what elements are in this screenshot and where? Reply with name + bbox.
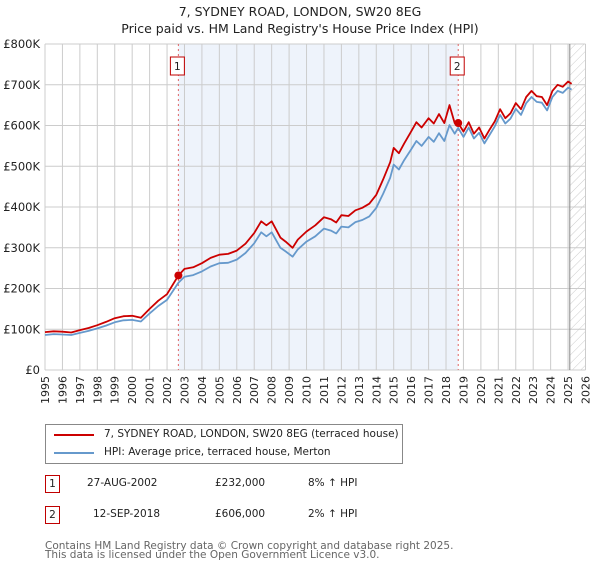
x-tick-label: 2010	[301, 376, 314, 404]
sale-marker-label: 1	[174, 61, 181, 73]
sale-number-badge: 1	[45, 475, 60, 493]
sale-date: 27-AUG-2002	[87, 477, 158, 489]
y-tick-label: £500K	[3, 159, 40, 173]
x-tick-label: 2012	[335, 376, 348, 404]
legend-swatch-hpi	[54, 452, 94, 454]
sale-marker-label: 2	[454, 61, 461, 73]
x-tick-label: 2022	[510, 376, 523, 404]
legend-item-hpi: HPI: Average price, terraced house, Mert…	[46, 444, 402, 462]
chart-subtitle: Price paid vs. HM Land Registry's House …	[121, 21, 479, 36]
x-tick-label: 2000	[126, 376, 139, 404]
x-tick-label: 2006	[231, 376, 244, 404]
sale-row: 1 27-AUG-2002 £232,000 8% ↑ HPI	[45, 475, 365, 495]
x-tick-label: 2021	[492, 376, 505, 404]
y-tick-label: £700K	[3, 78, 40, 92]
x-tick-label: 2013	[353, 376, 366, 404]
legend: 7, SYDNEY ROAD, LONDON, SW20 8EG (terrac…	[45, 424, 403, 464]
x-tick-label: 2018	[440, 376, 453, 404]
x-tick-label: 1995	[39, 376, 52, 404]
sale-row: 2 12-SEP-2018 £606,000 2% ↑ HPI	[45, 506, 365, 526]
x-tick-label: 2020	[475, 376, 488, 404]
y-tick-label: £400K	[3, 200, 40, 214]
sale-marker-badge	[449, 56, 465, 76]
y-tick-label: £600K	[3, 119, 40, 133]
x-tick-label: 1998	[91, 376, 104, 404]
sale-hpi-diff: 2% ↑ HPI	[308, 508, 358, 520]
legend-item-property: 7, SYDNEY ROAD, LONDON, SW20 8EG (terrac…	[46, 426, 402, 444]
footer-copyright: Contains HM Land Registry data © Crown c…	[45, 540, 454, 552]
x-tick-label: 2019	[457, 376, 470, 404]
x-tick-label: 1997	[74, 376, 87, 404]
x-tick-label: 2025	[562, 376, 575, 404]
x-tick-label: 1996	[56, 376, 69, 404]
price-chart: 1 2 1995 1996 1997 1998 1999 2000 2001 2002 2003 2…	[3, 37, 593, 404]
x-tick-label: 2005	[213, 376, 226, 404]
sale-price: £606,000	[215, 508, 266, 520]
x-tick-label: 2024	[545, 376, 558, 404]
x-tick-label: 2017	[423, 376, 436, 404]
footer-licence: This data is licensed under the Open Gov…	[45, 549, 380, 561]
chart-title: 7, SYDNEY ROAD, LONDON, SW20 8EG	[178, 4, 422, 19]
x-tick-label: 2023	[527, 376, 540, 404]
x-tick-label: 2008	[266, 376, 279, 404]
sale-point	[454, 119, 463, 128]
series-line-hpi	[44, 86, 573, 336]
sale-number-badge: 2	[45, 506, 60, 524]
x-tick-label: 2014	[370, 376, 383, 404]
x-tick-label: 2007	[248, 376, 261, 404]
x-tick-label: 2015	[388, 376, 401, 404]
x-tick-label: 2009	[283, 376, 296, 404]
sale-hpi-diff: 8% ↑ HPI	[308, 477, 358, 489]
footer-attribution: Contains HM Land Registry data © Crown c…	[45, 540, 454, 561]
x-tick-label: 1999	[109, 376, 122, 404]
legend-label-property: 7, SYDNEY ROAD, LONDON, SW20 8EG (terrac…	[104, 428, 399, 440]
x-tick-label: 2002	[161, 376, 174, 404]
y-tick-label: £300K	[3, 241, 40, 255]
x-tick-label: 2001	[144, 376, 157, 404]
sale-marker-badge	[169, 56, 185, 76]
sale-price: £232,000	[215, 477, 266, 489]
x-tick-label: 2016	[405, 376, 418, 404]
legend-label-hpi: HPI: Average price, terraced house, Mert…	[104, 446, 331, 458]
sale-point	[174, 271, 183, 280]
x-tick-label: 2026	[580, 376, 593, 404]
x-tick-label: 2003	[178, 376, 191, 404]
legend-swatch-property	[54, 434, 94, 436]
y-tick-label: £100K	[3, 322, 40, 336]
y-tick-label: £0	[25, 363, 40, 377]
x-tick-label: 2011	[318, 376, 331, 404]
y-tick-label: £200K	[3, 282, 40, 296]
sale-date: 12-SEP-2018	[93, 508, 161, 520]
x-tick-label: 2004	[196, 376, 209, 404]
y-tick-label: £800K	[3, 37, 40, 51]
series-line-property	[44, 80, 573, 334]
